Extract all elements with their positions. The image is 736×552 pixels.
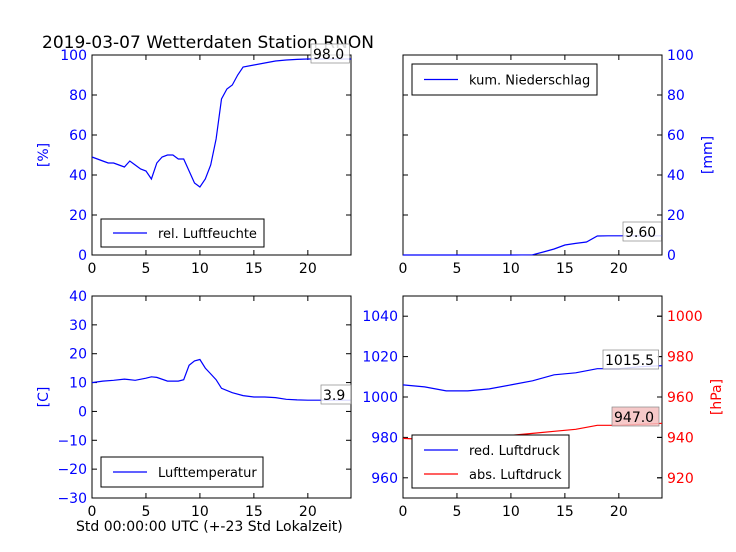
annotation-box [622, 221, 662, 242]
annotation-box [602, 349, 659, 370]
annotation-box [310, 43, 350, 64]
legend-label-1: red. Luftdruck [469, 444, 560, 459]
panel-bottom-left: 0 5 10 15 20 −30 −20 −10 0 10 20 30 40 [C] 3.9 Lufttemp… [36, 289, 352, 520]
legend-box [100, 456, 264, 488]
y-tick-label: 30 [69, 318, 87, 334]
y-tick-label: 20 [667, 208, 685, 224]
y-tick-label: 1000 [362, 390, 398, 406]
y-tick-label: 960 [371, 471, 398, 487]
x-tick-label: 15 [245, 261, 263, 277]
y-tick-label: 100 [60, 48, 87, 64]
x-tick-label: 10 [191, 261, 209, 277]
x-tick-label: 15 [556, 504, 574, 520]
x-tick-label: 5 [452, 261, 461, 277]
y-right-tick-label: 980 [667, 350, 694, 366]
x-tick-label: 5 [141, 261, 150, 277]
y-tick-label: −20 [57, 462, 87, 478]
x-tick-label: 20 [610, 504, 628, 520]
legend-label-2: abs. Luftdruck [469, 468, 562, 483]
x-tick-label: 5 [141, 504, 150, 520]
y-tick-label: 0 [78, 248, 87, 264]
y-tick-label: 40 [69, 168, 87, 184]
y-tick-label: 60 [69, 128, 87, 144]
y-axis-label: [hPa] [709, 379, 725, 415]
annotation-label: 9.60 [625, 225, 656, 241]
x-tick-label: 20 [610, 261, 628, 277]
y-tick-label: 0 [78, 404, 87, 420]
y-tick-label: −30 [57, 491, 87, 507]
legend-label-1: Lufttemperatur [158, 466, 257, 481]
figure-title: 2019-03-07 Wetterdaten Station RNON [42, 33, 374, 53]
series-line-1 [91, 358, 351, 401]
legend-label-1: kum. Niederschlag [469, 74, 590, 89]
y-right-tick-label: 940 [667, 430, 694, 446]
series-line-1 [403, 235, 662, 256]
y-tick-label: 40 [667, 168, 685, 184]
x-tick-label: 10 [191, 504, 209, 520]
y-tick-label: −10 [57, 433, 87, 449]
y-right-tick-label: 920 [667, 471, 694, 487]
legend-label-1: rel. Luftfeuchte [158, 227, 257, 242]
x-tick-label: 20 [299, 504, 317, 520]
x-tick-label: 0 [88, 504, 97, 520]
y-tick-label: 80 [69, 88, 87, 104]
x-tick-label: 0 [399, 261, 408, 277]
x-tick-label: 0 [88, 261, 97, 277]
panel-top-right: 0 5 10 15 20 0 20 40 60 80 100 [mm] 9.60 kum. Nieders… [399, 48, 716, 277]
y-axis-label: [mm] [700, 136, 716, 174]
x-tick-label: 10 [502, 261, 520, 277]
series-line-1 [91, 58, 351, 188]
y-tick-label: 1040 [362, 309, 398, 325]
annotation-label: 98.0 [313, 47, 344, 63]
y-tick-label: 0 [667, 248, 676, 264]
annotation-label: 947.0 [614, 410, 654, 426]
x-tick-label: 10 [502, 504, 520, 520]
y-tick-label: 40 [69, 289, 87, 305]
x-tick-label: 5 [452, 504, 461, 520]
annotation-label: 1015.5 [605, 353, 654, 369]
panel-bottom-right: 0 5 10 15 20 960 980 1000 1020 1040 920 940 960 980 10… [362, 295, 725, 520]
y-right-tick-label: 960 [667, 390, 694, 406]
x-tick-label: 0 [399, 504, 408, 520]
y-tick-label: 100 [667, 48, 694, 64]
annotation-box [611, 406, 660, 427]
panel-top-left: 0 5 10 15 20 0 20 40 60 80 100 [%] 98.0 rel. Luftfeuc… [36, 43, 352, 277]
x-tick-label: 15 [556, 261, 574, 277]
y-tick-label: 980 [371, 430, 398, 446]
legend-box [411, 434, 570, 489]
y-tick-label: 60 [667, 128, 685, 144]
annotation-label: 3.9 [323, 388, 345, 404]
y-tick-label: 1020 [362, 350, 398, 366]
y-tick-label: 80 [667, 88, 685, 104]
y-axis-label: [C] [36, 387, 52, 408]
x-tick-label: 20 [299, 261, 317, 277]
annotation-box [320, 384, 352, 405]
y-right-tick-label: 1000 [667, 309, 703, 325]
y-tick-label: 20 [69, 208, 87, 224]
x-axis-label: Std 00:00:00 UTC (+-23 Std Lokalzeit) [76, 519, 343, 535]
y-tick-label: 10 [69, 376, 87, 392]
y-axis-label: [%] [36, 143, 52, 167]
y-tick-label: 20 [69, 347, 87, 363]
x-tick-label: 15 [245, 504, 263, 520]
